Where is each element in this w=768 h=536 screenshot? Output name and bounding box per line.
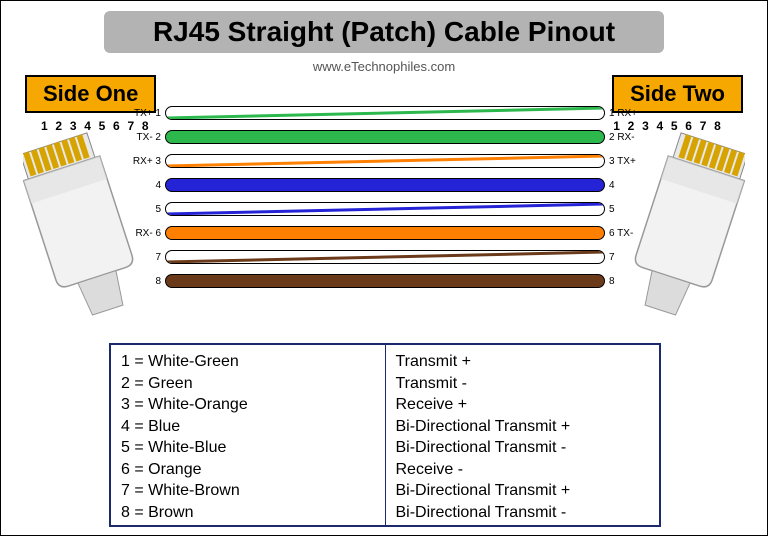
title-banner: RJ45 Straight (Patch) Cable Pinout (104, 11, 664, 53)
rj45-connector-left (23, 129, 143, 339)
legend-row: 6 = Orange (121, 459, 375, 481)
wire-track (165, 202, 605, 216)
wire-left-label: TX+ 1 (134, 108, 161, 119)
wire-track (165, 106, 605, 120)
wire-right-label: 4 (609, 180, 615, 191)
legend-col-colors: 1 = White-Green2 = Green3 = White-Orange… (111, 345, 386, 525)
wire-right-label: 2 RX- (609, 132, 635, 143)
legend-row: 7 = White-Brown (121, 480, 375, 502)
pinout-legend: 1 = White-Green2 = Green3 = White-Orange… (109, 343, 661, 527)
legend-row: 1 = White-Green (121, 351, 375, 373)
wire-left-label: 5 (155, 204, 161, 215)
wire-row-7: 77 (165, 245, 605, 269)
wire-row-2: TX- 22 RX- (165, 125, 605, 149)
wire-diagram: TX+ 11 RX+TX- 22 RX-RX+ 33 TX+4455RX- 66… (165, 101, 605, 293)
wire-track (165, 178, 605, 192)
wire-right-label: 6 TX- (609, 228, 633, 239)
wire-left-label: RX+ 3 (133, 156, 161, 167)
legend-row: Receive + (396, 394, 650, 416)
legend-row: 3 = White-Orange (121, 394, 375, 416)
legend-row: Transmit + (396, 351, 650, 373)
wire-right-label: 5 (609, 204, 615, 215)
wire-left-label: 4 (155, 180, 161, 191)
legend-row: Bi-Directional Transmit - (396, 437, 650, 459)
wire-left-label: RX- 6 (135, 228, 161, 239)
legend-row: 5 = White-Blue (121, 437, 375, 459)
legend-row: Bi-Directional Transmit + (396, 416, 650, 438)
wire-track (165, 130, 605, 144)
wire-right-label: 8 (609, 276, 615, 287)
legend-row: Transmit - (396, 373, 650, 395)
rj45-connector-right (625, 129, 745, 339)
wire-track (165, 226, 605, 240)
legend-row: Bi-Directional Transmit + (396, 480, 650, 502)
wire-row-5: 55 (165, 197, 605, 221)
wire-row-1: TX+ 11 RX+ (165, 101, 605, 125)
wire-row-6: RX- 66 TX- (165, 221, 605, 245)
wire-row-4: 44 (165, 173, 605, 197)
legend-row: 8 = Brown (121, 502, 375, 524)
legend-col-signals: Transmit +Transmit -Receive +Bi-Directio… (386, 345, 660, 525)
rj45-icon (23, 129, 143, 339)
page-title: RJ45 Straight (Patch) Cable Pinout (153, 16, 615, 48)
wire-right-label: 3 TX+ (609, 156, 636, 167)
wire-row-3: RX+ 33 TX+ (165, 149, 605, 173)
wire-left-label: 8 (155, 276, 161, 287)
wire-left-label: TX- 2 (137, 132, 161, 143)
source-url: www.eTechnophiles.com (1, 59, 767, 74)
wire-track (165, 250, 605, 264)
legend-row: Bi-Directional Transmit - (396, 502, 650, 524)
wire-track (165, 154, 605, 168)
rj45-icon (625, 129, 745, 339)
legend-row: 4 = Blue (121, 416, 375, 438)
wire-track (165, 274, 605, 288)
legend-row: 2 = Green (121, 373, 375, 395)
wire-row-8: 88 (165, 269, 605, 293)
wire-left-label: 7 (155, 252, 161, 263)
wire-right-label: 7 (609, 252, 615, 263)
legend-row: Receive - (396, 459, 650, 481)
wire-right-label: 1 RX+ (609, 108, 637, 119)
